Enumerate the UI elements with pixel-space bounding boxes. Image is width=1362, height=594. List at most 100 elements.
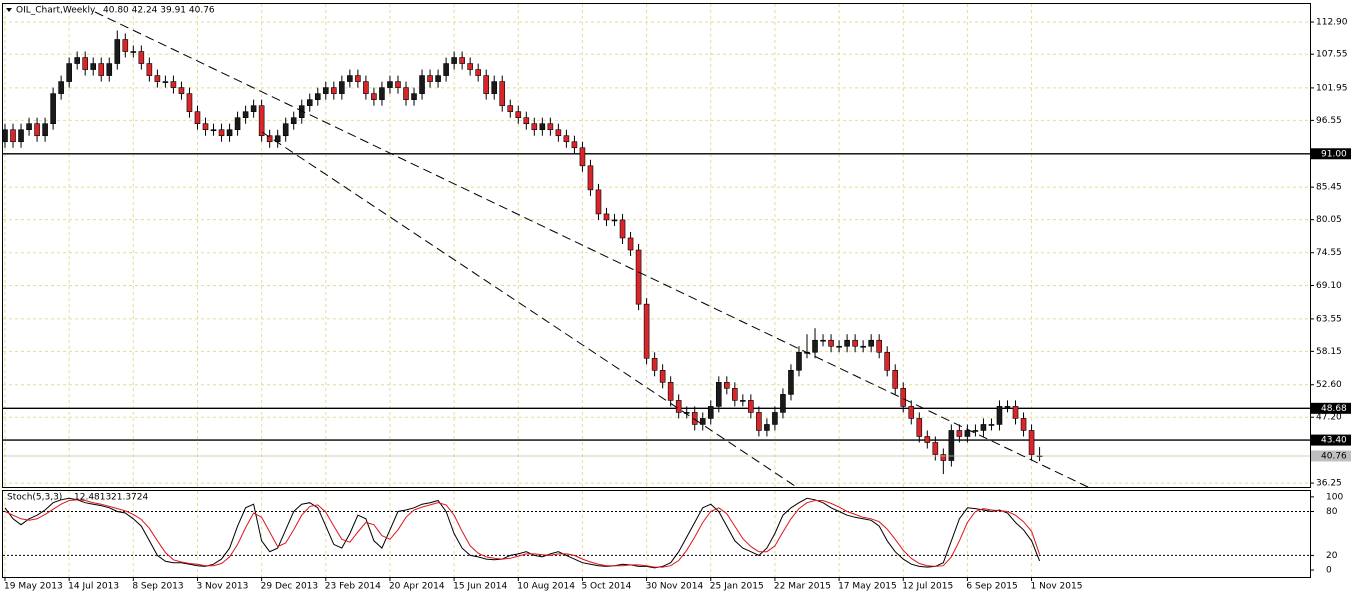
y-tick-label: 100	[1326, 492, 1343, 502]
candle-body	[290, 117, 297, 124]
candle-body	[202, 123, 209, 131]
level-label: 43.40	[1321, 436, 1347, 446]
candle-body	[186, 93, 193, 112]
candle-body	[507, 105, 514, 112]
level-label: 48.68	[1321, 404, 1347, 414]
candle-body	[435, 75, 441, 82]
candle-body	[948, 430, 955, 461]
candle-body	[90, 63, 97, 70]
last-price-label: 40.76	[1321, 451, 1347, 461]
candle-body	[491, 81, 498, 94]
x-tick-label: 30 Nov 2014	[646, 582, 704, 592]
candle-body	[884, 351, 891, 371]
candle-body	[403, 87, 409, 100]
candle-body	[820, 339, 826, 342]
candle-body	[796, 351, 802, 371]
level-label-box	[1311, 148, 1351, 160]
trend-line	[94, 11, 1091, 489]
candle-body	[852, 339, 858, 347]
plot-layer: 112.90 107.55 101.95 96.55 85.45 80.05 74.55 69…	[2, 4, 1351, 592]
y-tick-label: 85.45	[1316, 183, 1342, 193]
candle-body	[523, 117, 530, 124]
candle-body	[595, 189, 602, 215]
candle-body	[611, 219, 618, 222]
y-tick-label: 80.05	[1316, 215, 1342, 225]
candle-body	[2, 129, 8, 143]
candle-body	[1012, 406, 1019, 419]
candle-body	[226, 129, 233, 137]
stoch-line	[4, 497, 1041, 569]
candle-body	[732, 388, 738, 401]
candle-body	[483, 75, 490, 94]
candle-body	[916, 418, 923, 437]
candle-body	[764, 424, 770, 431]
ohlc-text: 40.80 42.24 39.91 40.76	[103, 6, 215, 16]
candle-body	[314, 93, 321, 100]
candle-body	[988, 424, 995, 426]
candle-body	[956, 430, 963, 437]
x-tick-label: 29 Dec 2013	[261, 582, 319, 592]
y-tick-label: 0	[1326, 566, 1332, 576]
y-tick-label: 63.55	[1316, 314, 1342, 324]
y-tick-label: 20	[1326, 551, 1338, 561]
candle-body	[651, 357, 658, 371]
candle-body	[515, 111, 522, 118]
candle-body	[667, 382, 674, 401]
stoch-line	[4, 499, 1041, 568]
candle-body	[178, 87, 185, 94]
y-tick-label: 112.90	[1316, 18, 1348, 28]
candle-body	[42, 123, 48, 137]
last-price-box	[1311, 450, 1351, 462]
candle-body	[780, 394, 786, 413]
candle-body	[106, 63, 113, 76]
candle-body	[355, 75, 361, 82]
x-tick-label: 12 Jul 2015	[902, 582, 953, 592]
candle-body	[306, 99, 313, 106]
y-tick-label: 96.55	[1316, 116, 1342, 126]
stoch-d-value: 21.3724	[111, 493, 148, 503]
candle-body	[691, 412, 698, 425]
candle-body	[924, 436, 931, 443]
candle-body	[98, 63, 105, 76]
candle-body	[964, 430, 971, 437]
candle-body	[58, 81, 64, 94]
x-tick-label: 1 Nov 2015	[1031, 582, 1083, 592]
candle-body	[50, 93, 56, 124]
candle-body	[10, 129, 16, 143]
candle-body	[1028, 430, 1035, 455]
candle-body	[571, 141, 578, 149]
candle-body	[900, 388, 907, 407]
y-tick-label: 58.15	[1316, 347, 1342, 357]
candle-body	[154, 75, 161, 82]
y-tick-label: 36.25	[1316, 479, 1342, 489]
menu-arrow[interactable]	[6, 8, 12, 12]
candle-body	[234, 117, 241, 131]
candle-body	[723, 382, 730, 389]
candle-body	[339, 81, 345, 94]
candle-body	[146, 63, 153, 76]
candle-body	[210, 129, 217, 132]
chart-title: OIL_Chart,Weekly	[16, 6, 96, 16]
candle-body	[547, 123, 554, 131]
candle-body	[138, 51, 145, 64]
candle-body	[707, 406, 714, 419]
candle-body	[475, 69, 481, 76]
level-label-box	[1311, 434, 1351, 446]
candle-body	[395, 81, 401, 88]
candle-body	[908, 406, 915, 419]
candle-body	[74, 57, 80, 64]
candle-body	[603, 213, 610, 221]
y-tick-label: 107.55	[1316, 50, 1348, 60]
candle-body	[467, 63, 473, 70]
main-panel-frame	[2, 3, 1311, 488]
candle-body	[459, 57, 465, 64]
candle-body	[274, 135, 281, 143]
y-tick-label: 80	[1326, 507, 1338, 517]
candle-body	[788, 370, 794, 395]
y-tick-label: 101.95	[1316, 83, 1348, 93]
candle-body	[130, 51, 137, 53]
candle-body	[451, 57, 457, 64]
candle-body	[699, 418, 706, 425]
x-tick-label: 15 Jun 2014	[453, 582, 507, 592]
